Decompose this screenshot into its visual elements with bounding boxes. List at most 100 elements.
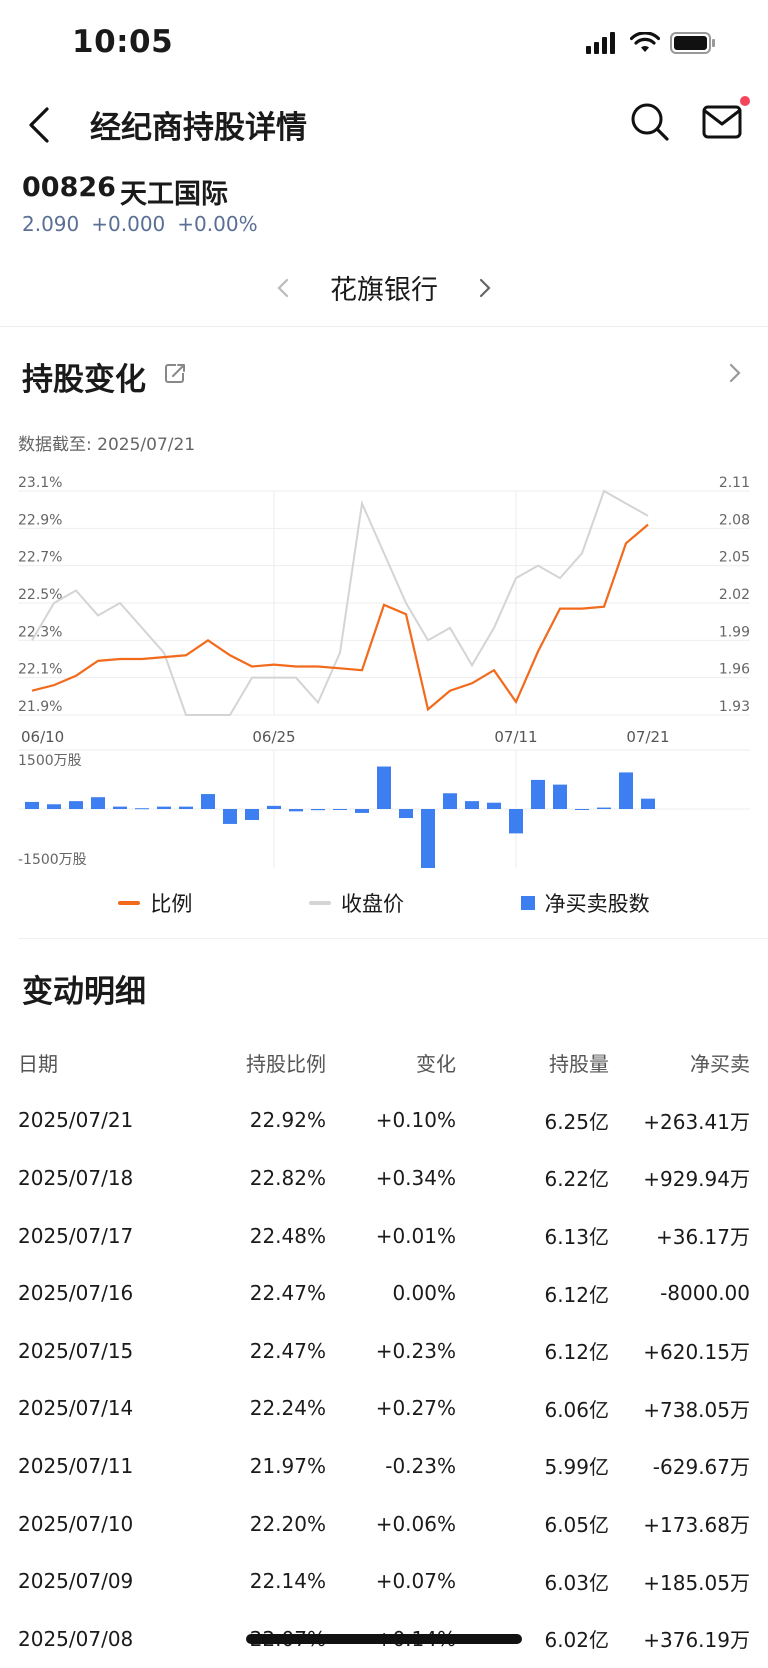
row-change: +0.23% — [375, 1338, 456, 1363]
row-net: +36.17万 — [655, 1225, 750, 1250]
detail-table: 日期 持股比例 变化 持股量 净买卖 2025/07/21 22.92% +0.10… — [18, 1034, 750, 1668]
signal-icon — [586, 32, 615, 54]
bar-net — [135, 808, 149, 810]
table-row: 2025/07/17 22.48% +0.01% 6.13亿 +36.17万 — [18, 1207, 750, 1265]
message-button[interactable] — [702, 96, 750, 146]
row-shares: 6.12亿 — [544, 1340, 609, 1365]
series-line-price — [31, 489, 649, 716]
bar-net — [223, 809, 237, 824]
row-net: +929.94万 — [643, 1167, 750, 1192]
bar-net — [201, 794, 215, 809]
row-shares: 6.13亿 — [544, 1225, 609, 1250]
bar-net — [355, 809, 369, 813]
share-button[interactable] — [164, 362, 188, 386]
row-shares: 6.05亿 — [544, 1513, 609, 1538]
legend-ratio-label: 比例 — [150, 892, 193, 916]
bar-net — [311, 809, 325, 811]
bar-net — [289, 809, 303, 812]
legend-price[interactable]: 收盘价 — [308, 888, 404, 918]
notification-dot — [740, 96, 750, 106]
y-tick-label-left: 22.9% — [18, 512, 62, 528]
header-net: 净买卖 — [690, 1052, 750, 1077]
row-net: -629.67万 — [652, 1455, 750, 1480]
x-tick-label: 06/25 — [252, 728, 295, 746]
row-shares: 6.02亿 — [544, 1628, 609, 1653]
y-tick-label-left: 22.5% — [18, 587, 62, 603]
next-broker-button[interactable] — [474, 277, 496, 299]
row-shares: 6.03亿 — [544, 1570, 609, 1595]
broker-name: 花旗银行 — [330, 275, 438, 306]
row-date: 2025/07/17 — [18, 1223, 134, 1248]
row-ratio: 22.24% — [249, 1396, 326, 1421]
row-net: +620.15万 — [643, 1340, 750, 1365]
row-date: 2025/07/15 — [18, 1338, 134, 1363]
section-title: 持股变化 — [22, 362, 146, 398]
stock-code: 00826 — [22, 172, 116, 203]
row-change: 0.00% — [392, 1281, 456, 1306]
header-date: 日期 — [18, 1052, 58, 1077]
broker-selector: 花旗银行 — [0, 268, 768, 307]
bar-tick-label: 1500万股 — [18, 753, 82, 769]
legend-net[interactable]: 净买卖股数 — [520, 888, 650, 918]
section-more-button[interactable] — [728, 362, 750, 384]
y-tick-label-left: 22.7% — [18, 550, 62, 566]
row-date: 2025/07/11 — [18, 1453, 134, 1478]
stock-name: 天工国际 — [120, 179, 228, 210]
row-date: 2025/07/08 — [18, 1626, 134, 1651]
bar-net — [509, 809, 523, 834]
row-ratio: 22.47% — [249, 1338, 326, 1363]
bar-net — [47, 804, 61, 809]
row-ratio: 22.92% — [249, 1108, 326, 1133]
status-icons — [586, 28, 716, 58]
bar-net — [245, 809, 259, 821]
y-tick-label-left: 23.1% — [18, 475, 62, 491]
y-tick-label-left: 22.1% — [18, 662, 62, 678]
bar-net — [113, 806, 127, 809]
bar-net — [399, 809, 413, 819]
back-button[interactable] — [14, 100, 64, 150]
x-tick-label: 07/11 — [494, 728, 537, 746]
row-shares: 6.12亿 — [544, 1282, 609, 1307]
page-title: 经纪商持股详情 — [90, 110, 307, 146]
chevron-left-icon — [29, 107, 49, 143]
y-tick-label-right: 2.02 — [719, 587, 750, 603]
table-row: 2025/07/21 22.92% +0.10% 6.25亿 +263.41万 — [18, 1092, 750, 1150]
row-date: 2025/07/16 — [18, 1281, 134, 1306]
y-tick-label-right: 1.99 — [719, 624, 750, 640]
row-change: +0.06% — [375, 1511, 456, 1536]
row-date: 2025/07/09 — [18, 1569, 134, 1594]
holdings-chart[interactable]: 23.1% 22.9% 22.7% 22.5% 22.3% 22.1% 21.9% 2.11 2… — [0, 460, 768, 880]
data-asof: 数据截至: 2025/07/21 — [18, 435, 196, 455]
row-shares: 6.25亿 — [544, 1109, 609, 1134]
row-date: 2025/07/14 — [18, 1396, 134, 1421]
bar-net — [157, 806, 171, 809]
row-change: +0.27% — [375, 1396, 456, 1421]
row-date: 2025/07/18 — [18, 1165, 134, 1190]
y-tick-label-right: 2.08 — [719, 512, 750, 528]
wifi-icon — [630, 32, 660, 52]
prev-broker-button[interactable] — [272, 277, 294, 299]
bar-net — [333, 809, 347, 810]
y-tick-label-left: 22.3% — [18, 624, 62, 640]
row-shares: 6.22亿 — [544, 1167, 609, 1192]
legend-ratio-swatch — [118, 901, 141, 905]
row-net: +376.19万 — [643, 1628, 750, 1653]
mail-icon — [702, 105, 742, 139]
bar-net — [487, 802, 501, 809]
legend-net-label: 净买卖股数 — [544, 892, 650, 916]
legend-ratio[interactable]: 比例 — [118, 888, 192, 918]
search-button[interactable] — [630, 102, 674, 146]
bar-net — [91, 797, 105, 809]
chevron-left-icon — [277, 278, 289, 297]
chevron-right-icon — [729, 363, 741, 383]
y-tick-label-left: 21.9% — [18, 699, 62, 715]
row-change: +0.34% — [375, 1165, 456, 1190]
row-net: -8000.00 — [660, 1281, 750, 1306]
chart-legend: 比例 收盘价 净买卖股数 — [0, 888, 768, 918]
stock-price: 2.090 — [22, 212, 80, 236]
legend-price-label: 收盘价 — [340, 892, 404, 916]
bar-net — [597, 807, 611, 809]
row-net: +185.05万 — [643, 1570, 750, 1595]
table-row: 2025/07/09 22.14% +0.07% 6.03亿 +185.05万 — [18, 1552, 750, 1610]
table-row: 2025/07/14 22.24% +0.27% 6.06亿 +738.05万 — [18, 1380, 750, 1438]
